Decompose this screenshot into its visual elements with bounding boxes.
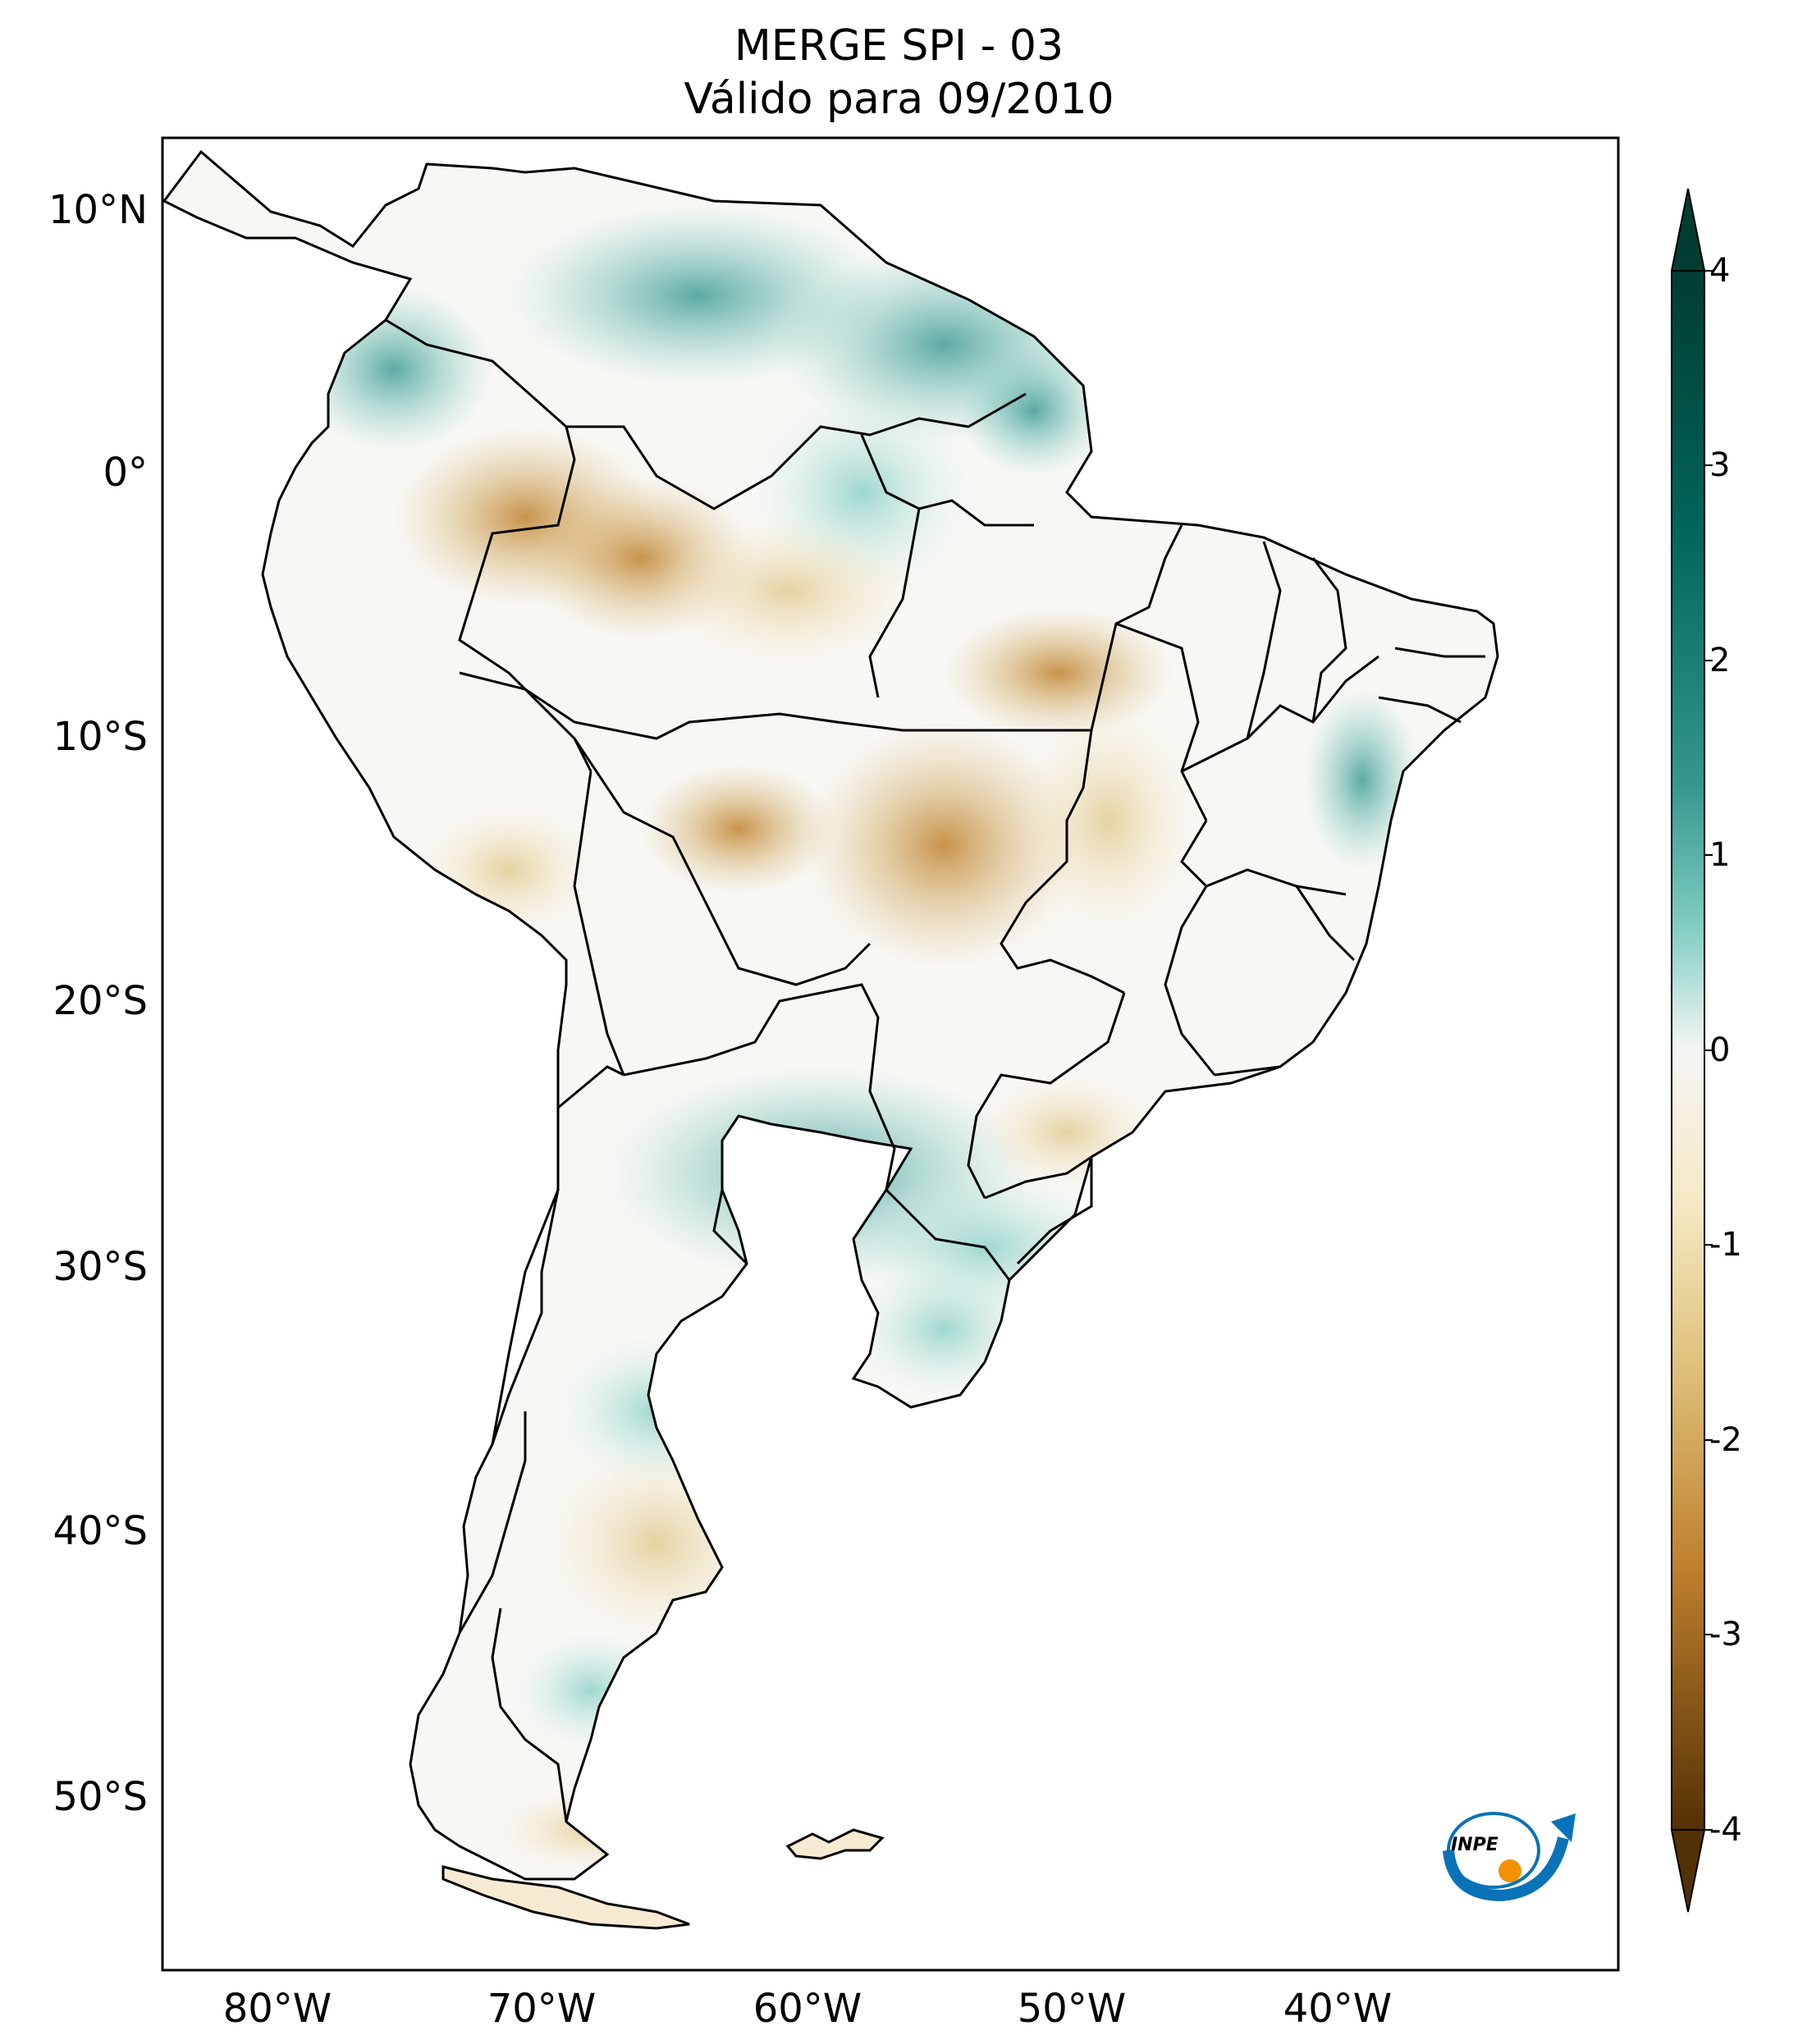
colorbar <box>1670 188 1713 1913</box>
lon-label-50w: 50°W <box>1017 1986 1127 2032</box>
colorbar-tick-neg4: -4 <box>1709 1811 1742 1849</box>
colorbar-ramp <box>1671 270 1705 1831</box>
lat-label-20s: 20°S <box>53 978 148 1024</box>
colorbar-tick-1: 1 <box>1709 836 1731 874</box>
lon-label-70w: 70°W <box>487 1986 597 2032</box>
title-line-1: MERGE SPI - 03 <box>734 21 1064 71</box>
colorbar-top-extend <box>1670 188 1706 272</box>
colorbar-tick-0: 0 <box>1709 1031 1731 1069</box>
lat-label-10s: 10°S <box>53 714 148 760</box>
colorbar-tick-neg1: -1 <box>1709 1226 1742 1264</box>
colorbar-bottom-extend <box>1670 1829 1706 1913</box>
lat-label-30s: 30°S <box>53 1244 148 1290</box>
lon-label-80w: 80°W <box>222 1986 332 2032</box>
colorbar-tick-3: 3 <box>1709 446 1731 484</box>
tierra-del-fuego <box>441 1865 690 1930</box>
colorbar-tick-4: 4 <box>1709 252 1731 290</box>
colorbar-tick-neg2: -2 <box>1709 1421 1742 1459</box>
inpe-logo-text: INPE <box>1451 1835 1498 1855</box>
borders <box>385 318 1485 1822</box>
falkland-islands <box>785 1828 885 1860</box>
colorbar-tick-neg3: -3 <box>1709 1616 1742 1653</box>
lat-label-40s: 40°S <box>53 1508 148 1554</box>
title-line-2: Válido para 09/2010 <box>684 75 1114 124</box>
lon-label-60w: 60°W <box>753 1986 862 2032</box>
lat-label-50s: 50°S <box>53 1774 148 1820</box>
lat-label-10n: 10°N <box>48 187 148 233</box>
lon-label-40w: 40°W <box>1283 1986 1393 2032</box>
colorbar-tick-2: 2 <box>1709 642 1731 679</box>
inpe-logo <box>1443 1812 1576 1902</box>
lat-label-0: 0° <box>103 450 148 496</box>
map-frame-border <box>161 136 1620 1972</box>
